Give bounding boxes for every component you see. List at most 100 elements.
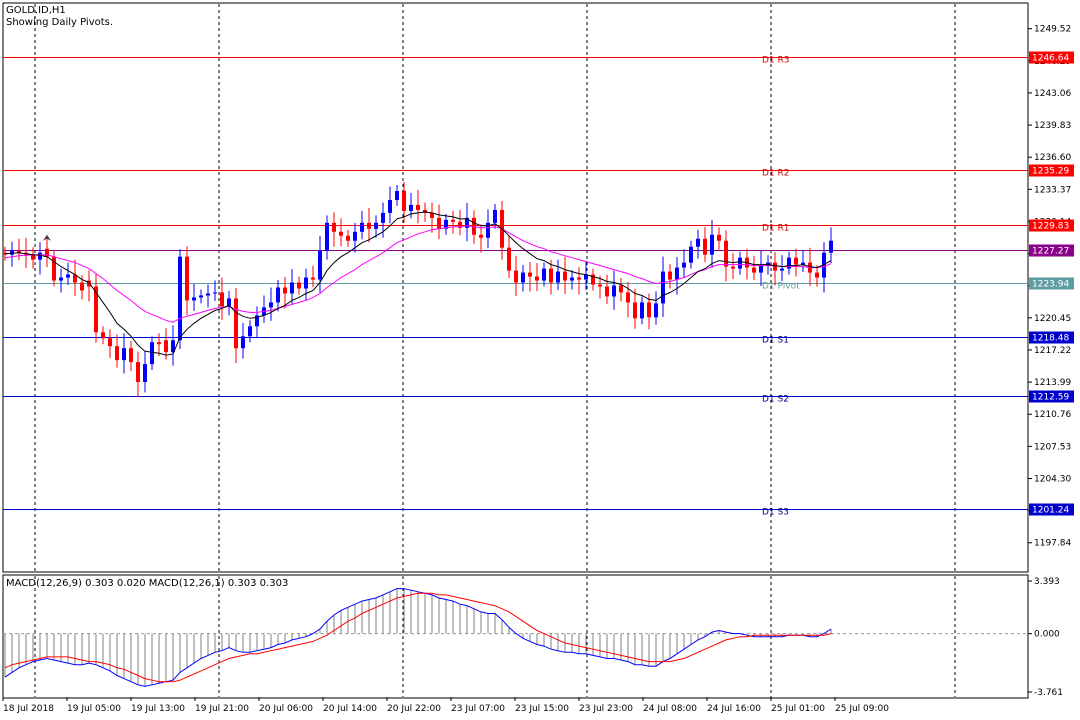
candle <box>38 242 42 275</box>
macd-axis: 3.393 0.000 -3.761 <box>1028 577 1063 698</box>
candle <box>346 229 350 247</box>
candle <box>388 186 392 224</box>
candle <box>605 274 609 304</box>
candle <box>444 213 448 235</box>
time-tick-label: 24 Jul 08:00 <box>643 704 697 714</box>
candle <box>143 350 147 393</box>
price-tick-label: 1217.22 <box>1034 346 1071 356</box>
candle <box>514 255 518 296</box>
time-tick-label: 24 Jul 16:00 <box>707 704 761 714</box>
candle <box>332 212 336 247</box>
price-tick-label: 1249.52 <box>1034 25 1071 35</box>
macd-plot <box>3 588 1028 687</box>
pivot-label: D1 Pivot <box>762 282 800 292</box>
pivot-price-tag: 1229.83 <box>1029 219 1074 232</box>
candle <box>248 320 252 343</box>
candle <box>360 210 364 240</box>
candle <box>787 251 791 275</box>
candle <box>87 270 91 302</box>
price-tick-label: 1220.45 <box>1034 314 1071 324</box>
price-tick-label: 1210.76 <box>1034 410 1071 420</box>
time-tick-label: 23 Jul 23:00 <box>579 704 633 714</box>
candle <box>689 240 693 269</box>
macd-tick-label: -3.761 <box>1034 688 1063 698</box>
candle <box>703 226 707 263</box>
pivot-price-tag: 1223.94 <box>1029 277 1074 290</box>
candle <box>374 215 378 238</box>
pivot-price-tag: 1212.59 <box>1029 390 1074 403</box>
pivot-label: D1 R2 <box>762 169 790 179</box>
candle <box>829 227 833 264</box>
candle <box>696 229 700 259</box>
ma-fast-line <box>4 211 832 356</box>
candle <box>738 251 742 275</box>
pivot-tag-text: 1201.24 <box>1032 506 1069 516</box>
price-tick-label: 1233.37 <box>1034 185 1071 195</box>
time-tick-label: 20 Jul 14:00 <box>323 704 377 714</box>
candle <box>178 249 182 350</box>
price-tick-label: 1204.30 <box>1034 474 1071 484</box>
candle <box>115 334 119 368</box>
candle <box>612 270 616 310</box>
time-tick-label: 20 Jul 22:00 <box>387 704 441 714</box>
candle <box>269 287 273 321</box>
pivot-price-tag: 1235.29 <box>1029 164 1074 177</box>
candle <box>549 259 553 295</box>
candle <box>185 246 189 316</box>
candle <box>234 287 238 364</box>
candle <box>815 265 819 287</box>
price-tick-label: 1197.84 <box>1034 539 1071 549</box>
candle <box>682 249 686 279</box>
fractal-up-marker <box>43 234 51 241</box>
macd-line <box>4 588 832 687</box>
pivot-price-tags: 1246.64 1235.29 1229.83 1227.27 1223.94 1218.… <box>1029 51 1074 516</box>
candle <box>276 280 280 312</box>
pivot-price-tag: 1201.24 <box>1029 503 1074 516</box>
price-tick-label: 1207.53 <box>1034 442 1071 452</box>
candle <box>619 278 623 302</box>
candle <box>437 204 441 240</box>
price-tick-label: 1243.06 <box>1034 89 1071 99</box>
candle <box>395 185 399 206</box>
pivot-lines: D1 R3 D1 R2 D1 R1 D1 Pivot D1 S1 D1 S2 D1 S3 <box>3 56 1028 518</box>
candle <box>654 291 658 325</box>
candle <box>633 288 637 329</box>
candle <box>318 235 322 293</box>
candle <box>122 333 126 374</box>
candle <box>430 202 434 233</box>
candle <box>213 280 217 301</box>
candle <box>563 256 567 294</box>
candle <box>129 340 133 372</box>
candle <box>402 182 406 223</box>
pivot-tag-text: 1223.94 <box>1032 280 1069 290</box>
pivot-tag-text: 1229.83 <box>1032 222 1069 232</box>
candle <box>752 255 756 281</box>
candle <box>31 247 35 269</box>
candle <box>577 267 581 295</box>
candle <box>801 250 805 273</box>
pivot-price-tag: 1246.64 <box>1029 51 1074 64</box>
candle <box>528 262 532 292</box>
macd-tick-label: 0.000 <box>1034 630 1060 640</box>
candle <box>598 275 602 299</box>
pivot-label: D1 S1 <box>762 336 789 346</box>
candle <box>780 255 784 282</box>
candle <box>17 238 21 261</box>
time-axis: 18 Jul 2018 19 Jul 05:00 19 Jul 13:00 19 Ju… <box>2 697 889 714</box>
candle <box>661 256 665 317</box>
candle <box>556 259 560 290</box>
pivot-tag-text: 1212.59 <box>1032 393 1069 403</box>
candle <box>171 325 175 366</box>
time-tick-label: 19 Jul 13:00 <box>131 704 185 714</box>
pivot-tag-text: 1218.48 <box>1032 334 1069 344</box>
candle <box>367 207 371 243</box>
candle <box>591 268 595 291</box>
candle <box>416 190 420 224</box>
macd-signal-line <box>4 592 832 683</box>
candle <box>570 270 574 290</box>
candle <box>157 333 161 357</box>
candle <box>731 253 735 280</box>
candle <box>451 210 455 234</box>
candle <box>311 265 315 288</box>
